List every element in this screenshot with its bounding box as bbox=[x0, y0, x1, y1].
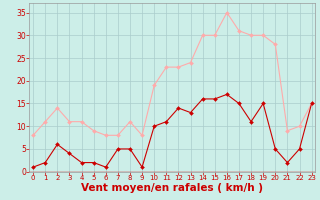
X-axis label: Vent moyen/en rafales ( km/h ): Vent moyen/en rafales ( km/h ) bbox=[81, 183, 263, 193]
